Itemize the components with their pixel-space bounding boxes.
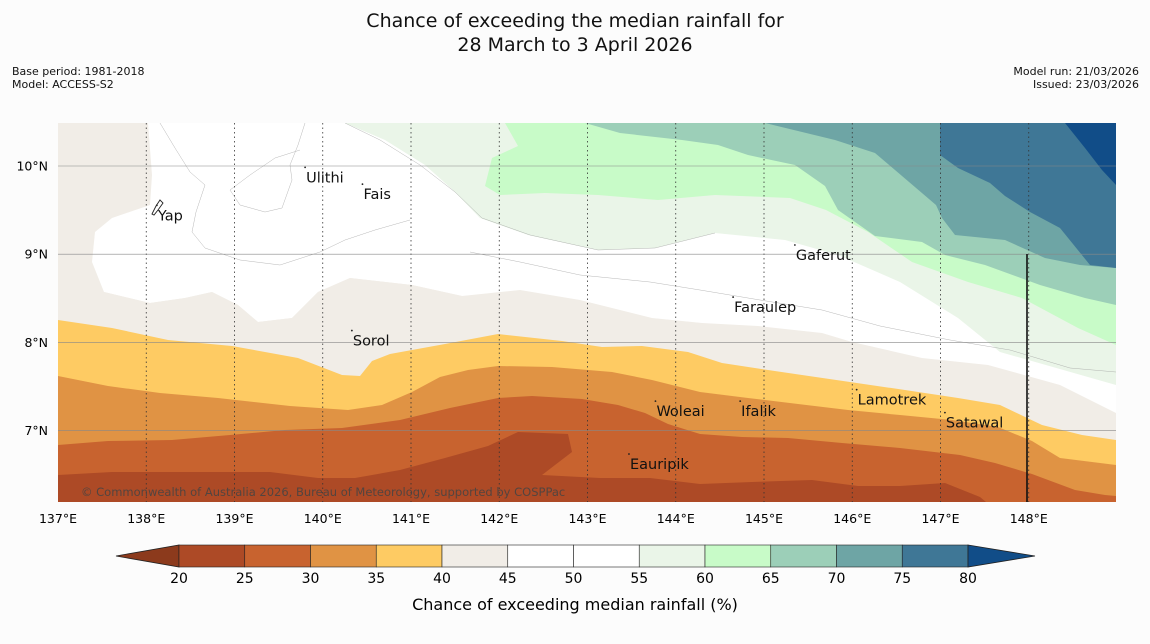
place-label-woleai: Woleai [656,404,704,420]
island-marker [855,388,858,391]
band-above-80 [1065,123,1116,185]
place-label-faraulep: Faraulep [734,300,796,316]
model-run: Model run: 21/03/2026 [1013,65,1139,78]
meta-left: Base period: 1981-2018 Model: ACCESS-S2 [12,65,144,91]
lon-tick-label: 148°E [1010,511,1048,526]
lon-tick-label: 146°E [833,511,871,526]
lon-tick-label: 140°E [304,511,342,526]
island-marker [628,453,630,455]
island-marker [944,411,946,414]
lon-tick-label: 143°E [568,511,606,526]
lon-tick-label: 145°E [745,511,783,526]
place-label-eauripik: Eauripik [630,457,689,473]
colorbar-swatch [375,544,443,568]
colorbar-label: Chance of exceeding median rainfall (%) [412,595,738,614]
colorbar-tick-label: 55 [630,571,648,587]
axis-tick-labels: 137°E 138°E 139°E 140°E 141°E 142°E 143°E 144°E… [16,159,1047,527]
island-marker [654,400,657,403]
meta-right: Model run: 21/03/2026 Issued: 23/03/2026 [1013,65,1139,91]
colorbar-tick-label: 60 [696,571,714,587]
lon-tick-label: 141°E [392,511,430,526]
colorbar-tick-label: 20 [170,571,188,587]
island-marker [350,329,353,332]
place-label-ifalik: Ifalik [741,404,776,420]
colorbar-swatch [704,544,772,568]
contour-lines [159,123,1116,373]
island-marker [304,166,306,169]
colorbar-tick-label: 65 [762,571,780,587]
colorbar-swatch [638,544,706,568]
colorbar-swatch [836,544,903,568]
lon-tick-label: 144°E [657,511,695,526]
lat-tick-label: 7°N [24,423,48,438]
contour-fill-layer [58,123,1116,502]
band-75-80 [940,123,1116,268]
island-marker [361,183,364,186]
colorbar-tick-label: 30 [302,571,320,587]
place-label-ulithi: Ulithi [306,170,344,186]
colorbar-swatch [244,544,311,568]
colorbar-tick-label: 80 [959,571,977,587]
gridlines [58,123,1116,502]
colorbar-swatch [770,544,837,568]
place-label-sorol: Sorol [353,334,390,350]
copyright-notice: © Commonwealth of Australia 2026, Bureau… [81,485,565,499]
island-marker [732,296,735,298]
lon-tick-label: 139°E [215,511,253,526]
colorbar-swatch [507,544,574,568]
colorbar-tick-label: 40 [433,571,451,587]
place-label-satawal: Satawal [946,416,1003,432]
colorbar-tick-label: 50 [565,571,583,587]
colorbar-tick-label: 75 [893,571,911,587]
lat-tick-label: 9°N [24,247,48,262]
lon-tick-label: 137°E [39,511,77,526]
title-line-2: 28 March to 3 April 2026 [457,34,693,56]
lat-tick-label: 8°N [24,335,48,350]
island-marker [739,400,742,403]
colorbar-tick-label: 35 [367,571,385,587]
band-20-25 [58,432,986,502]
base-period: Base period: 1981-2018 [12,65,145,78]
colorbar-tick-label: 25 [236,571,254,587]
colorbar-swatch [573,544,640,568]
place-label-yap: Yap [157,208,183,224]
colorbar-extend-low [115,544,180,568]
colorbar-extend-high [967,544,1036,568]
colorbar-swatch [441,544,509,568]
colorbar-swatch [178,544,246,568]
place-label-lamotrek: Lamotrek [858,393,927,409]
colorbar-tick-label: 70 [828,571,846,587]
title-line-1: Chance of exceeding the median rainfall … [366,10,784,32]
colorbar-swatch [310,544,377,568]
island-marker [793,244,796,246]
lon-tick-label: 147°E [921,511,959,526]
colorbar-legend: 20 25 30 35 40 45 50 55 60 65 70 75 80 [115,544,1036,587]
colorbar-tick-label: 45 [499,571,517,587]
colorbar-swatch [901,544,969,568]
yap-island-shape [151,199,164,216]
lon-tick-label: 138°E [127,511,165,526]
lon-tick-label: 142°E [480,511,518,526]
place-label-fais: Fais [363,187,390,203]
issued-date: Issued: 23/03/2026 [1032,78,1139,91]
place-labels: Ulithi Fais Yap Gaferut Faraulep Sorol Lamotre… [151,166,1003,473]
place-label-gaferut: Gaferut [796,248,851,264]
lat-tick-label: 10°N [16,159,48,174]
model-name: Model: ACCESS-S2 [12,78,114,91]
chart-title: Chance of exceeding the median rainfall … [0,9,1150,57]
